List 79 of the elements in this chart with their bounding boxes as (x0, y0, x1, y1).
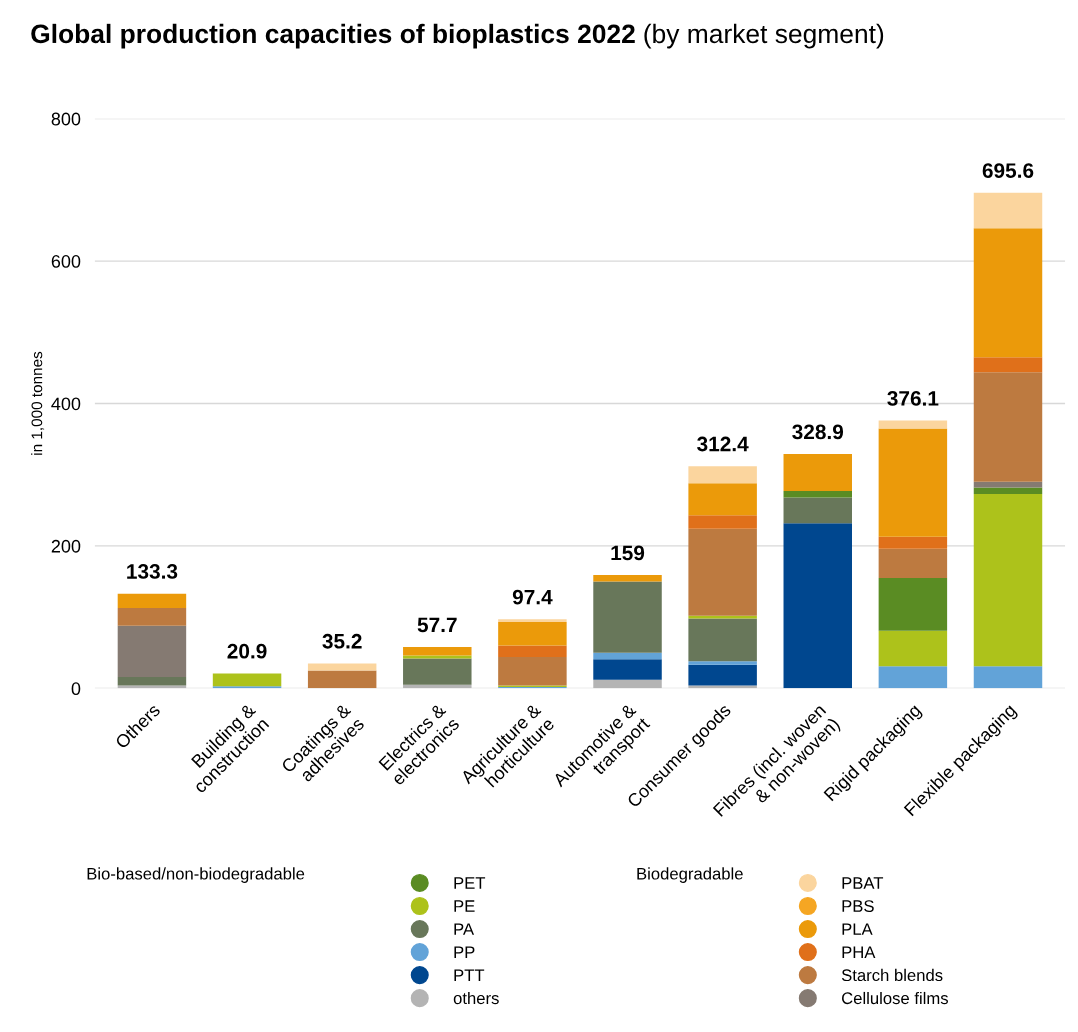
bar (403, 658, 472, 685)
bar (117, 625, 187, 677)
total-label: 20.9 (227, 643, 267, 659)
bar (973, 481, 1043, 488)
bar (783, 454, 852, 492)
legend-label: PET (454, 877, 486, 889)
bar (498, 645, 567, 658)
bar (878, 666, 948, 689)
bar (973, 228, 1043, 358)
bar (403, 647, 472, 656)
bar (878, 577, 948, 631)
bar (117, 607, 187, 626)
bar (878, 630, 948, 667)
bar (973, 487, 1043, 494)
legend-label: others (453, 991, 499, 1005)
bar (878, 428, 948, 537)
y-tick-label: 200 (51, 539, 81, 553)
y-tick-label: 800 (51, 112, 81, 126)
bar (498, 622, 567, 646)
bar (688, 618, 757, 662)
legend-label: PTT (454, 969, 485, 981)
bar (783, 497, 852, 524)
total-label: 97.4 (512, 589, 553, 605)
y-axis-title: in 1,000 tonnes (31, 351, 45, 455)
bar (593, 659, 662, 680)
legend-label: PE (454, 900, 475, 912)
bar (688, 483, 757, 516)
total-label: 57.7 (417, 617, 457, 633)
y-tick-label: 600 (51, 255, 81, 268)
bar (783, 491, 852, 498)
legend-label: PLA (842, 923, 873, 935)
bar (878, 548, 948, 578)
bar (117, 593, 187, 608)
bar (973, 357, 1043, 373)
bar (973, 372, 1043, 482)
bar (688, 685, 757, 689)
bar (878, 536, 948, 549)
bar (117, 685, 187, 689)
total-label: 159 (611, 545, 645, 561)
bar (688, 515, 757, 529)
total-label: 695.6 (982, 163, 1034, 178)
bar (688, 528, 757, 616)
bar (307, 670, 377, 689)
legend-label: PBAT (842, 877, 884, 889)
legend-label: Starch blends (841, 968, 943, 982)
legend-label: PHA (842, 946, 876, 958)
legend-label: PP (454, 946, 475, 958)
bar (593, 575, 662, 582)
bar (688, 466, 757, 484)
bar (212, 673, 282, 687)
bar (117, 676, 187, 686)
bar (307, 663, 377, 671)
bar (688, 615, 757, 619)
text: Bio-based/non-biodegradable (87, 867, 305, 883)
total-label: 312.4 (697, 436, 749, 452)
total-label: 133.3 (127, 564, 178, 579)
y-tick-label: 0 (71, 682, 81, 696)
text: Biodegradable (637, 867, 743, 883)
chart-subtitle: (by market segment) (644, 23, 884, 49)
total-label: 328.9 (792, 424, 844, 440)
bar (593, 679, 662, 689)
legend-label: PBS (842, 900, 874, 912)
bar (973, 192, 1043, 229)
bar (498, 619, 567, 623)
bar (593, 581, 662, 653)
bar (688, 664, 757, 686)
bar (973, 666, 1043, 689)
bar (973, 493, 1043, 667)
legend-label: PA (454, 923, 475, 935)
legend-label: Cellulose films (842, 991, 948, 1005)
bar (212, 686, 282, 689)
bar (498, 657, 567, 686)
bar (688, 661, 757, 665)
bar (593, 652, 662, 660)
y-tick-label: 400 (51, 397, 81, 411)
chart-title: Global production capacities of bioplastics 2022 (31, 23, 635, 49)
total-label: 376.1 (887, 391, 939, 406)
total-label: 35.2 (322, 633, 362, 649)
bar (783, 523, 852, 689)
